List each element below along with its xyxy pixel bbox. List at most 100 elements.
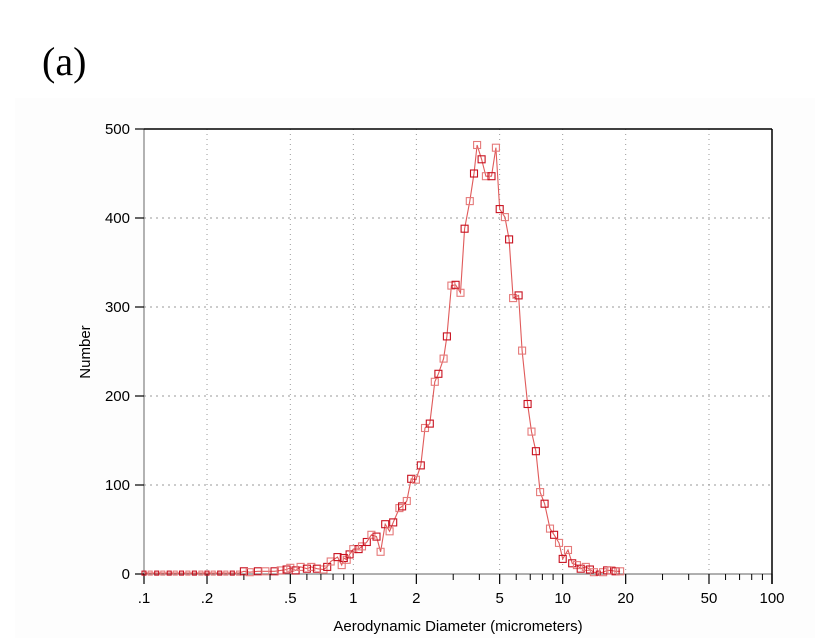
data-point-marker [420,423,430,433]
data-point-marker [563,545,573,555]
y-tick-label: 300 [105,299,130,316]
data-point-marker [509,294,518,303]
x-tick-label: 2 [412,590,420,607]
data-point-marker [465,197,474,206]
data-point-marker [333,553,342,562]
data-point-marker [261,567,270,576]
data-point-marker [407,474,416,483]
data-point-marker [389,518,398,527]
data-point-marker [487,172,496,181]
data-point-marker [576,564,585,573]
data-point-marker [385,527,394,536]
data-point-marker [381,520,390,529]
data-point-marker [581,562,590,571]
data-point-marker [210,570,216,576]
data-point-marker [456,288,465,297]
data-point-marker [430,377,439,386]
x-tick-label: .1 [138,590,151,607]
data-point-marker [451,280,460,289]
data-point-marker [172,570,178,576]
data-point-marker [342,555,351,564]
data-point-marker [372,532,381,541]
data-point-marker [286,563,295,572]
data-point-marker [160,570,166,576]
y-axis-ticks: 0 100 200 300 400 500 [105,121,144,583]
data-point-marker [362,537,371,547]
data-point-marker [531,447,540,456]
y-tick-label: 100 [105,477,130,494]
data-point-marker [527,427,536,436]
data-point-marker [204,570,210,576]
data-point-marker [191,570,197,576]
data-point-marker [178,570,185,576]
data-point-marker [147,570,153,576]
data-point-marker [245,568,254,577]
data-point-marker [434,369,443,378]
data-point-marker [523,399,532,409]
x-tick-label: .2 [201,590,214,607]
data-point-marker [495,205,504,214]
x-tick-label: .5 [284,590,297,607]
data-point-marker [223,570,229,576]
data-point-marker [558,554,567,563]
panel-label: (a) [42,39,87,84]
y-tick-label: 500 [105,121,130,138]
x-tick-label: 10 [554,590,571,607]
gridlines [144,129,772,574]
data-point-marker [402,496,411,506]
data-point-marker [198,570,204,576]
data-point-marker [500,213,509,222]
data-point-marker [481,172,490,181]
data-point-marker [357,542,367,551]
data-point-marker [460,224,469,233]
x-tick-label: 50 [701,590,718,607]
data-point-marker [550,530,559,539]
data-point-marker [276,566,285,575]
data-point-marker [411,475,420,484]
data-point-marker [376,547,385,556]
data-point-marker [554,538,564,547]
data-point-marker [185,570,191,576]
data-point-marker [514,291,523,300]
data-point-marker [416,461,425,470]
data-point-marker [239,567,248,576]
data-point-marker [229,570,235,576]
x-tick-label: 1 [349,590,357,607]
data-point-marker [349,545,358,554]
data-point-marker [425,419,434,428]
data-point-marker [491,143,500,152]
data-point-marker [518,346,527,355]
data-point-marker [536,488,545,497]
data-point-marker [611,567,620,576]
data-point-marker [616,567,625,576]
y-tick-label: 400 [105,210,130,227]
data-point-marker [545,524,555,533]
x-tick-label: 100 [759,590,784,607]
data-point-marker [307,562,316,571]
axes [143,128,773,584]
data-point-marker [302,564,311,573]
x-axis-title: Aerodynamic Diameter (micrometers) [333,618,582,635]
data-point-marker [469,169,479,178]
data-point-marker [607,566,616,575]
data-point-marker [141,570,147,576]
data-point-marker [589,568,598,577]
data-point-marker [477,155,486,164]
data-point-marker [296,562,305,571]
data-point-marker [442,332,451,341]
data-point-marker [395,504,404,513]
y-tick-label: 0 [122,566,130,583]
data-point-marker [568,559,577,568]
data-point-marker [326,557,335,566]
data-series [141,140,625,577]
data-point-marker [540,499,549,508]
data-point-marker [439,354,448,363]
data-point-marker [154,570,160,576]
data-point-marker [473,140,482,150]
data-point-marker [595,570,601,576]
x-axis-ticks: .1 .2 .5 1 2 5 10 20 50 100 [138,574,785,607]
x-tick-label: 20 [617,590,634,607]
y-tick-label: 200 [105,388,130,405]
data-point-marker [367,530,376,539]
